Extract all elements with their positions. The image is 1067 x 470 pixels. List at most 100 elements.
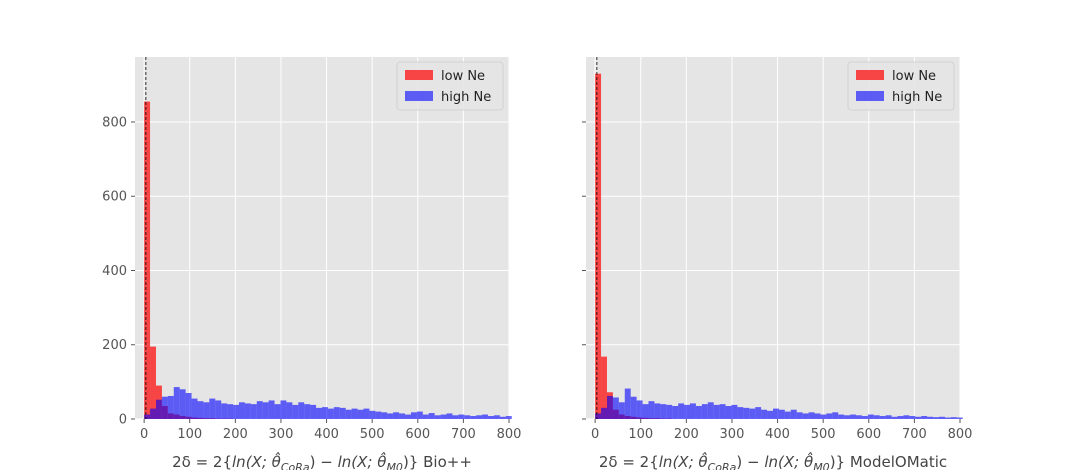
histogram-bar [476, 415, 483, 419]
y-tick-label: 600 [102, 190, 127, 205]
histogram-bar [179, 389, 186, 419]
histogram-bar [322, 407, 328, 419]
histogram-bar [215, 400, 222, 419]
x-tick-label: 300 [720, 427, 745, 442]
histogram-bar [499, 416, 506, 419]
histogram-bar [250, 404, 257, 419]
x-tick-label: 600 [405, 427, 430, 442]
histogram-bar [464, 415, 471, 419]
histogram-bar [601, 407, 607, 419]
histogram-panel-modelomatic: 0 100 200 300 400 500 600 700 800 low Ne high Ne 2δ… [582, 57, 972, 470]
histogram-bar [161, 396, 168, 419]
histogram-bar [755, 407, 762, 419]
histogram-bar [191, 398, 198, 419]
y-tick-label: 400 [102, 264, 127, 279]
histogram-bar [280, 400, 287, 419]
plot-area [586, 57, 960, 419]
histogram-bar [197, 401, 204, 419]
histogram-bar [357, 409, 364, 419]
histogram-bar [393, 412, 400, 419]
histogram-bar [233, 404, 239, 419]
x-tick-label: 200 [674, 427, 699, 442]
histogram-bar [286, 402, 293, 419]
legend-label: low Ne [892, 69, 936, 84]
histogram-bar [642, 404, 649, 419]
histogram-bar [950, 417, 957, 419]
histogram-bar [719, 404, 726, 419]
histogram-bar [375, 411, 382, 419]
x-tick-label: 700 [902, 427, 927, 442]
histogram-bar [767, 410, 773, 419]
histogram-bar [345, 409, 352, 419]
histogram-bar [897, 416, 904, 419]
histogram-bar [701, 404, 708, 419]
histogram-bar [790, 409, 797, 419]
histogram-bar [725, 406, 732, 419]
histogram-bar [256, 401, 263, 419]
histogram-bar [778, 409, 785, 419]
histogram-bar [867, 414, 874, 419]
histogram-bar [707, 402, 714, 419]
histogram-bar [452, 415, 459, 419]
histogram-bar [612, 397, 619, 419]
histogram-bar [654, 403, 661, 419]
histogram-bar [856, 415, 862, 419]
histogram-bar [743, 407, 750, 419]
histogram-bar [903, 415, 910, 419]
histogram-bar [921, 416, 928, 419]
x-tick-label: 200 [223, 427, 248, 442]
histogram-bar [316, 407, 322, 419]
histogram-bar [410, 412, 417, 419]
histogram-bar [861, 416, 868, 419]
series-high-ne [595, 388, 963, 419]
histogram-bar [203, 402, 210, 419]
legend-label: high Ne [892, 90, 942, 105]
histogram-bar [808, 412, 815, 419]
histogram-bar [482, 414, 489, 419]
histogram-bar [595, 413, 602, 419]
histogram-bar [689, 403, 696, 419]
histogram-bar [595, 73, 602, 419]
x-tick-label: 600 [856, 427, 881, 442]
x-tick-label: 0 [591, 427, 599, 442]
histogram-bar [944, 417, 951, 419]
histogram-bar [784, 411, 791, 419]
histogram-bar [493, 415, 500, 419]
histogram-bar [773, 408, 779, 419]
x-axis-label: 2δ = 2{ln(X; θ̂CoRa) − ln(X; θ̂M0)} Mode… [599, 451, 947, 470]
histogram-bar [814, 413, 821, 419]
histogram-bar [731, 404, 738, 419]
histogram-bar [227, 404, 234, 419]
histogram-bar [606, 395, 613, 419]
histogram-bar [369, 410, 376, 419]
histogram-bar [927, 416, 934, 419]
x-tick-label: 100 [628, 427, 653, 442]
histogram-bar [428, 413, 435, 419]
histogram-bar [339, 407, 346, 419]
histogram-bar [327, 408, 334, 419]
x-axis-label: 2δ = 2{ln(X; θ̂CoRa) − ln(X; θ̂M0)} Bio+… [172, 451, 472, 470]
histogram-bar [832, 412, 839, 419]
histogram-bar [381, 412, 388, 419]
histogram-bar [173, 387, 180, 419]
histogram-bar [144, 101, 151, 420]
histogram-bar [684, 404, 690, 419]
histogram-bar [440, 414, 447, 419]
histogram-bar [387, 413, 394, 419]
legend-swatch [856, 70, 884, 80]
histogram-bar [351, 408, 358, 419]
x-tick-label: 300 [269, 427, 294, 442]
histogram-bar [209, 398, 216, 419]
histogram-bar [601, 356, 607, 419]
histogram-bar [820, 414, 827, 419]
histogram-bar [802, 413, 809, 419]
histogram-bar [244, 403, 251, 419]
histogram-bar [505, 416, 512, 419]
y-tick-label: 200 [102, 338, 127, 353]
histogram-bar [713, 404, 720, 419]
histogram-bar [636, 400, 643, 419]
legend-label: high Ne [441, 90, 491, 105]
x-tick-label: 700 [451, 427, 476, 442]
histogram-bar [737, 407, 744, 419]
